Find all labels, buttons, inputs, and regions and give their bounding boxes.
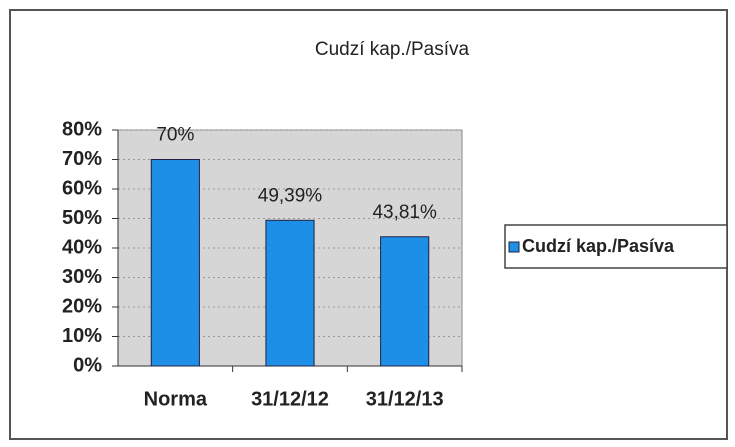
bar: [380, 236, 430, 367]
data-label: 43,81%: [372, 202, 437, 223]
data-label: 70%: [156, 125, 194, 146]
y-tick-label: 20%: [62, 295, 102, 317]
legend-label: Cudzí kap./Pasíva: [522, 236, 675, 256]
chart-title: Cudzí kap./Pasíva: [315, 39, 470, 60]
y-tick-label: 40%: [62, 236, 102, 258]
y-tick-label: 30%: [62, 266, 102, 288]
y-tick-label: 50%: [62, 207, 102, 229]
bar: [150, 159, 200, 367]
x-tick-label: Norma: [144, 388, 208, 410]
y-tick-label: 60%: [62, 177, 102, 199]
legend-swatch: [508, 241, 520, 253]
y-tick-label: 0%: [73, 354, 102, 376]
data-label: 49,39%: [258, 185, 323, 206]
y-tick-label: 10%: [62, 325, 102, 347]
bar: [265, 219, 315, 367]
x-tick-label: 31/12/13: [366, 388, 444, 410]
x-tick-label: 31/12/12: [251, 388, 329, 410]
legend-box: [504, 224, 728, 269]
y-tick-label: 70%: [62, 148, 102, 170]
y-tick-label: 80%: [62, 118, 102, 140]
